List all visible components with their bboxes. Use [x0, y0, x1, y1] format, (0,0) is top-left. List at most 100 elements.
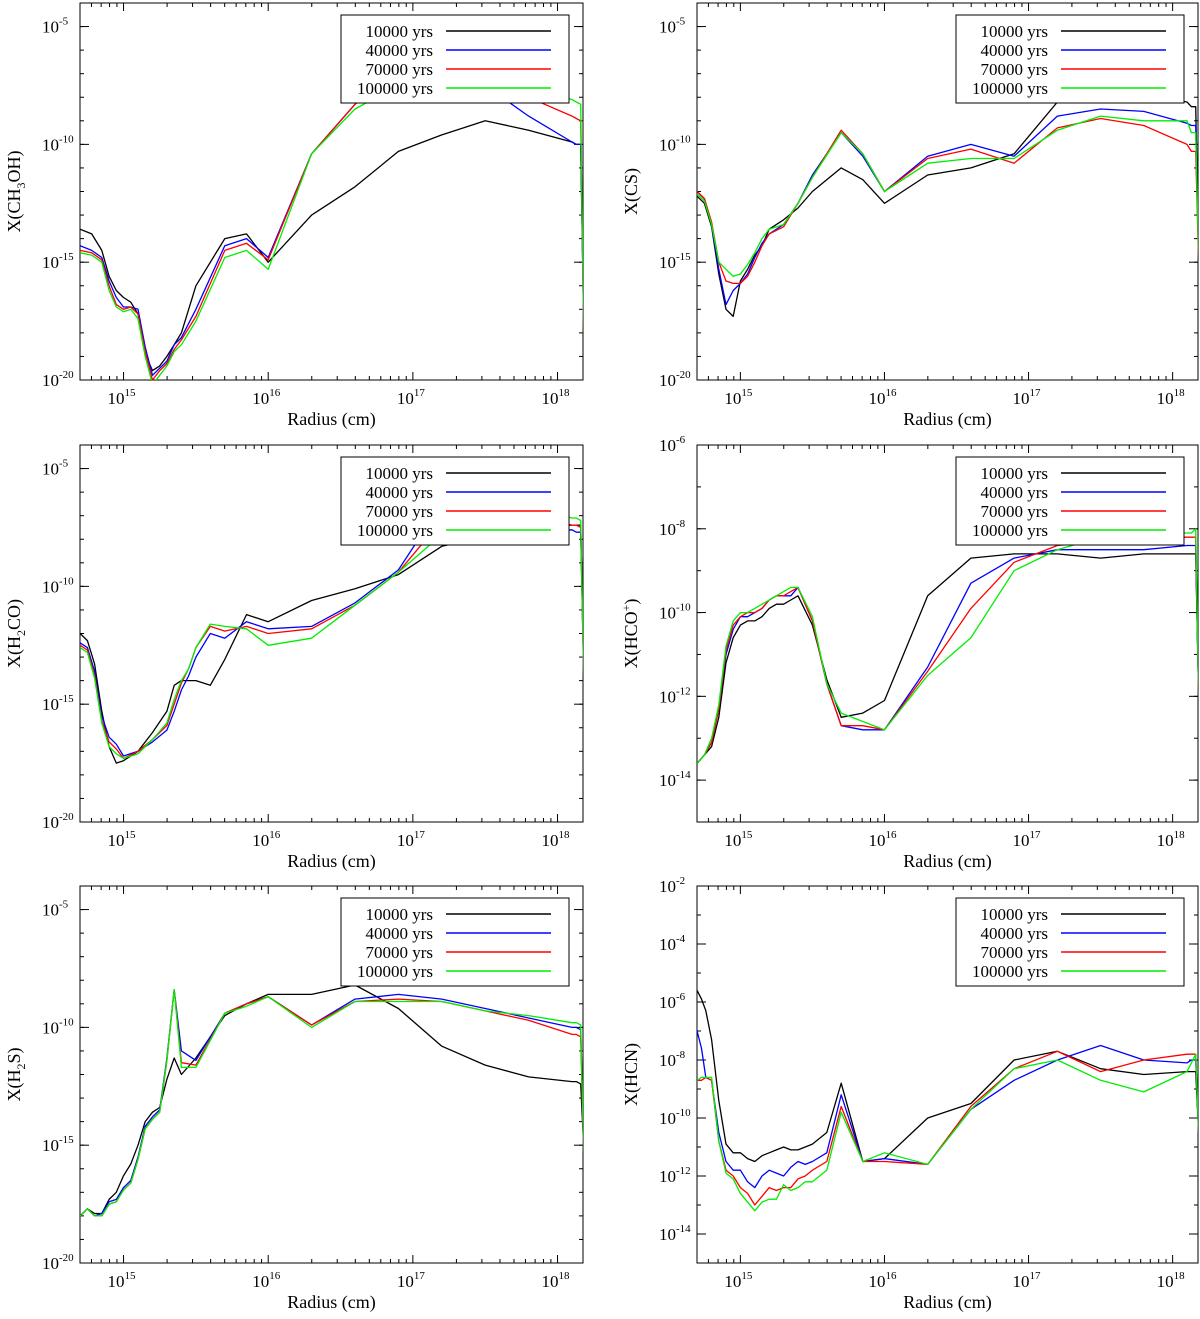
x-tick-label: 1016 — [252, 829, 281, 850]
series-group — [697, 94, 1198, 318]
y-tick-base: 10 — [659, 687, 676, 706]
y-tick-label: 10-10 — [42, 133, 74, 154]
y-tick-label: 10-10 — [42, 575, 74, 596]
legend-label: 70000 yrs — [365, 943, 433, 962]
series-line-10000-yrs — [697, 94, 1198, 318]
y-tick-exponent: -20 — [59, 369, 74, 381]
y-tick-base: 10 — [659, 436, 676, 455]
y-label-main: X(H — [4, 636, 25, 668]
y-tick-label: 10-10 — [42, 1016, 74, 1037]
series-line-100000-yrs — [697, 528, 1198, 764]
x-tick-exponent: 17 — [1030, 387, 1042, 399]
y-tick-label: 10-14 — [659, 769, 691, 790]
y-label-main: X(H — [4, 1070, 25, 1102]
y-tick-label: 10-20 — [659, 369, 691, 390]
x-tick-base: 10 — [108, 389, 125, 408]
y-tick-label: 10-15 — [659, 251, 691, 272]
y-tick-exponent: -5 — [59, 458, 69, 470]
y-tick-base: 10 — [659, 935, 676, 954]
x-tick-base: 10 — [252, 1272, 269, 1291]
legend-label: 70000 yrs — [365, 502, 433, 521]
x-tick-base: 10 — [397, 1272, 414, 1291]
y-tick-exponent: -14 — [676, 1223, 691, 1235]
panel-ch3oh: 1015 1016 1017 101810-510-1010-1510-20Radiu… — [4, 2, 584, 430]
y-tick-base: 10 — [42, 1254, 59, 1273]
y-tick-base: 10 — [42, 253, 59, 272]
series-line-100000-yrs — [80, 989, 583, 1217]
x-tick-exponent: 16 — [885, 829, 897, 841]
legend-label: 100000 yrs — [972, 962, 1048, 981]
y-axis-label: X(CS) — [621, 168, 642, 215]
y-tick-exponent: -10 — [59, 133, 74, 145]
x-tick-label: 1018 — [542, 829, 571, 850]
x-tick-label: 1015 — [108, 387, 137, 408]
x-tick-exponent: 15 — [125, 1270, 137, 1282]
x-tick-base: 10 — [108, 1272, 125, 1291]
series-line-70000-yrs — [80, 989, 583, 1217]
series-group — [697, 990, 1198, 1212]
x-axis-label: Radius (cm) — [287, 1292, 375, 1313]
y-tick-base: 10 — [659, 253, 676, 272]
x-tick-label: 1015 — [724, 829, 753, 850]
y-tick-label: 10-20 — [42, 811, 74, 832]
y-tick-base: 10 — [659, 1109, 676, 1128]
x-axis-label: Radius (cm) — [903, 409, 991, 430]
y-axis-label: X(H2S) — [4, 1047, 28, 1101]
x-tick-exponent: 18 — [1174, 1270, 1186, 1282]
y-tick-label: 10-12 — [659, 1165, 691, 1186]
y-tick-exponent: -4 — [676, 933, 686, 945]
legend-label: 100000 yrs — [972, 79, 1048, 98]
x-tick-base: 10 — [724, 1272, 741, 1291]
y-axis-label: X(H2CO) — [4, 599, 28, 668]
x-tick-exponent: 15 — [125, 829, 137, 841]
series-line-70000-yrs — [697, 117, 1198, 285]
x-tick-base: 10 — [1013, 1272, 1030, 1291]
series-line-10000-yrs — [80, 120, 583, 372]
legend-label: 70000 yrs — [980, 502, 1048, 521]
y-tick-label: 10-15 — [42, 693, 74, 714]
y-tick-label: 10-10 — [659, 133, 691, 154]
x-tick-label: 1017 — [397, 1270, 426, 1291]
y-label-tail: ) — [621, 599, 642, 605]
y-tick-label: 10-15 — [42, 1134, 74, 1155]
x-tick-label: 1015 — [724, 387, 753, 408]
x-tick-label: 1016 — [868, 829, 897, 850]
x-tick-base: 10 — [252, 831, 269, 850]
x-tick-label: 1015 — [108, 829, 137, 850]
x-tick-exponent: 18 — [559, 829, 571, 841]
y-tick-exponent: -15 — [676, 251, 691, 263]
x-tick-exponent: 17 — [414, 387, 426, 399]
x-tick-label: 1016 — [252, 387, 281, 408]
y-tick-label: 10-6 — [659, 434, 686, 455]
series-group — [80, 984, 583, 1217]
y-label-tail: CO) — [4, 599, 25, 630]
x-tick-exponent: 15 — [741, 1270, 753, 1282]
y-tick-label: 10-5 — [42, 458, 69, 479]
x-tick-exponent: 17 — [414, 829, 426, 841]
y-label-main: X(HCN) — [621, 1043, 642, 1106]
panel-hcn: 1015 1016 1017 101810-210-410-610-810-1010-… — [621, 875, 1199, 1313]
legend-label: 10000 yrs — [365, 464, 433, 483]
plot-frame — [696, 885, 1199, 1264]
y-tick-exponent: -5 — [676, 16, 686, 28]
x-tick-base: 10 — [397, 389, 414, 408]
y-label-main: X(CH — [4, 189, 25, 233]
x-tick-exponent: 16 — [269, 387, 281, 399]
y-tick-label: 10-10 — [659, 1107, 691, 1128]
x-tick-label: 1017 — [1013, 387, 1042, 408]
y-tick-label: 10-4 — [659, 933, 686, 954]
series-line-40000-yrs — [697, 108, 1198, 306]
series-line-100000-yrs — [697, 115, 1198, 277]
x-tick-base: 10 — [868, 1272, 885, 1291]
y-tick-base: 10 — [659, 877, 676, 896]
y-tick-base: 10 — [659, 1051, 676, 1070]
y-tick-exponent: -5 — [59, 899, 69, 911]
x-tick-label: 1018 — [1157, 1270, 1186, 1291]
y-tick-base: 10 — [42, 18, 59, 37]
x-tick-exponent: 18 — [559, 1270, 571, 1282]
y-tick-exponent: -20 — [59, 1252, 74, 1264]
y-tick-exponent: -10 — [59, 575, 74, 587]
y-tick-label: 10-12 — [659, 685, 691, 706]
series-line-40000-yrs — [697, 1030, 1198, 1189]
